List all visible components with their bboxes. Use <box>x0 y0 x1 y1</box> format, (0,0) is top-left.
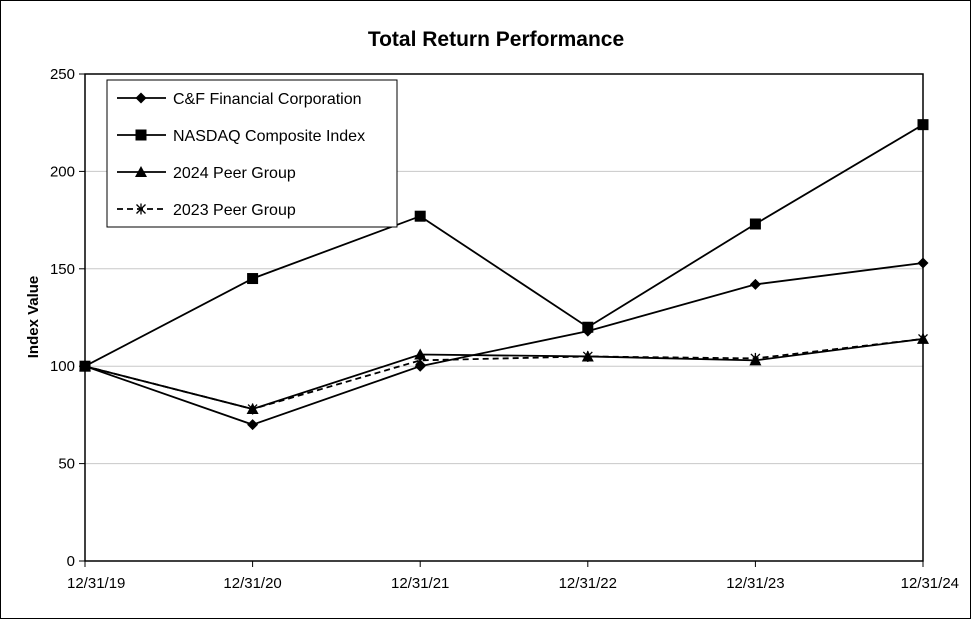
legend-box <box>106 79 398 228</box>
y-tick-label: 250 <box>50 66 75 83</box>
legend: C&F Financial Corporation NASDAQ Composit… <box>106 79 398 228</box>
data-point-diamond <box>414 360 426 372</box>
data-point-triangle <box>246 403 259 415</box>
series-line <box>84 262 924 426</box>
data-point-diamond <box>247 419 259 431</box>
x-axis-ticks: 12/31/19 12/31/20 12/31/21 12/31/22 12/31/23… <box>67 561 959 592</box>
chart-title: Total Return Performance <box>368 28 624 51</box>
data-point-triangle <box>749 354 762 366</box>
data-point-square <box>247 273 259 285</box>
y-tick-label: 100 <box>50 358 75 375</box>
series-line <box>84 123 924 367</box>
x-tick-label: 12/31/21 <box>391 575 449 592</box>
y-axis-label: Index Value <box>25 276 42 359</box>
legend-entry: C&F Financial Corporation <box>117 91 362 108</box>
data-point-diamond <box>917 257 929 269</box>
legend-label: C&F Financial Corporation <box>173 91 362 108</box>
y-axis-ticks: 0 50 100 150 200 250 <box>50 66 85 570</box>
data-point-triangle <box>581 350 594 362</box>
legend-entry: 2023 Peer Group <box>117 202 296 219</box>
data-point-diamond <box>79 360 91 372</box>
data-point-square <box>135 129 147 141</box>
legend-entry: NASDAQ Composite Index <box>117 128 365 145</box>
y-tick-label: 0 <box>67 553 75 570</box>
data-point-triangle <box>414 348 427 360</box>
data-point-star <box>136 203 146 215</box>
data-point-square <box>414 210 426 222</box>
y-tick-label: 50 <box>58 456 75 473</box>
series-line <box>84 338 924 410</box>
series-2024-peer-group <box>79 332 929 415</box>
data-point-square <box>917 119 929 131</box>
series-layer <box>79 119 929 431</box>
plot-area <box>84 73 924 562</box>
data-point-triangle <box>917 332 929 344</box>
data-point-square <box>749 218 761 230</box>
data-point-diamond <box>582 325 594 337</box>
legend-label: 2023 Peer Group <box>173 202 296 219</box>
legend-label: 2024 Peer Group <box>173 165 296 182</box>
series-2023-peer-group <box>80 333 928 415</box>
data-point-triangle <box>135 166 147 177</box>
series-c-f-financial-corporation <box>79 257 929 431</box>
data-point-diamond <box>135 92 147 104</box>
x-tick-label: 12/31/22 <box>559 575 617 592</box>
y-tick-label: 200 <box>50 163 75 180</box>
data-point-diamond <box>749 278 761 290</box>
y-tick-label: 150 <box>50 261 75 278</box>
x-tick-label: 12/31/24 <box>901 575 959 592</box>
x-tick-label: 12/31/20 <box>223 575 281 592</box>
legend-label: NASDAQ Composite Index <box>173 128 365 145</box>
x-tick-label: 12/31/19 <box>67 575 125 592</box>
legend-entry: 2024 Peer Group <box>117 165 296 182</box>
x-tick-label: 12/31/23 <box>726 575 784 592</box>
